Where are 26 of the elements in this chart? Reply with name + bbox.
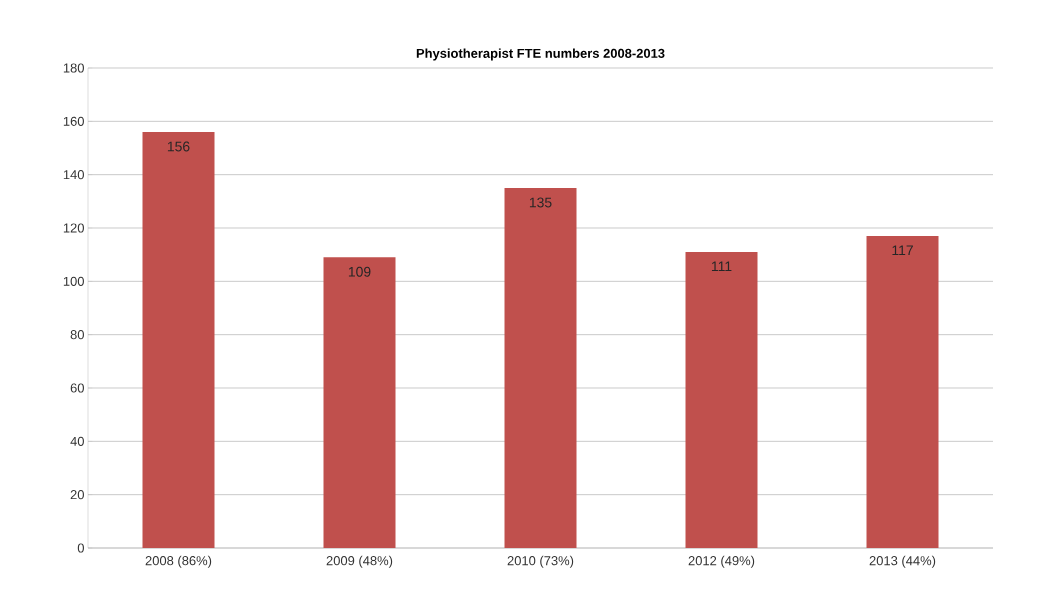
data-label: 156 bbox=[167, 141, 190, 152]
x-tick-label: 2012 (49%) bbox=[688, 555, 755, 568]
x-tick-label: 2013 (44%) bbox=[869, 555, 936, 568]
data-label: 109 bbox=[348, 266, 371, 277]
data-label: 135 bbox=[529, 197, 552, 208]
bar bbox=[504, 188, 577, 548]
y-tick-label: 0 bbox=[77, 543, 84, 553]
y-tick-label: 80 bbox=[70, 330, 84, 340]
x-tick-label: 2008 (86%) bbox=[145, 555, 212, 568]
x-tick-label: 2010 (73%) bbox=[507, 555, 574, 568]
chart-title: Physiotherapist FTE numbers 2008-2013 bbox=[416, 48, 665, 61]
y-tick-label: 60 bbox=[70, 383, 84, 393]
bar bbox=[323, 257, 396, 548]
bar bbox=[142, 131, 215, 548]
y-tick-label: 20 bbox=[70, 490, 84, 500]
y-tick-label: 140 bbox=[63, 170, 84, 180]
bar bbox=[866, 236, 939, 548]
y-tick-label: 180 bbox=[63, 63, 84, 73]
data-label: 111 bbox=[711, 261, 732, 272]
x-tick-label: 2009 (48%) bbox=[326, 555, 393, 568]
data-label: 117 bbox=[892, 245, 913, 256]
y-tick-label: 160 bbox=[63, 116, 84, 126]
y-tick-label: 100 bbox=[63, 276, 84, 286]
y-tick-label: 120 bbox=[63, 223, 84, 233]
bar bbox=[685, 252, 758, 548]
y-tick-label: 40 bbox=[70, 436, 84, 446]
